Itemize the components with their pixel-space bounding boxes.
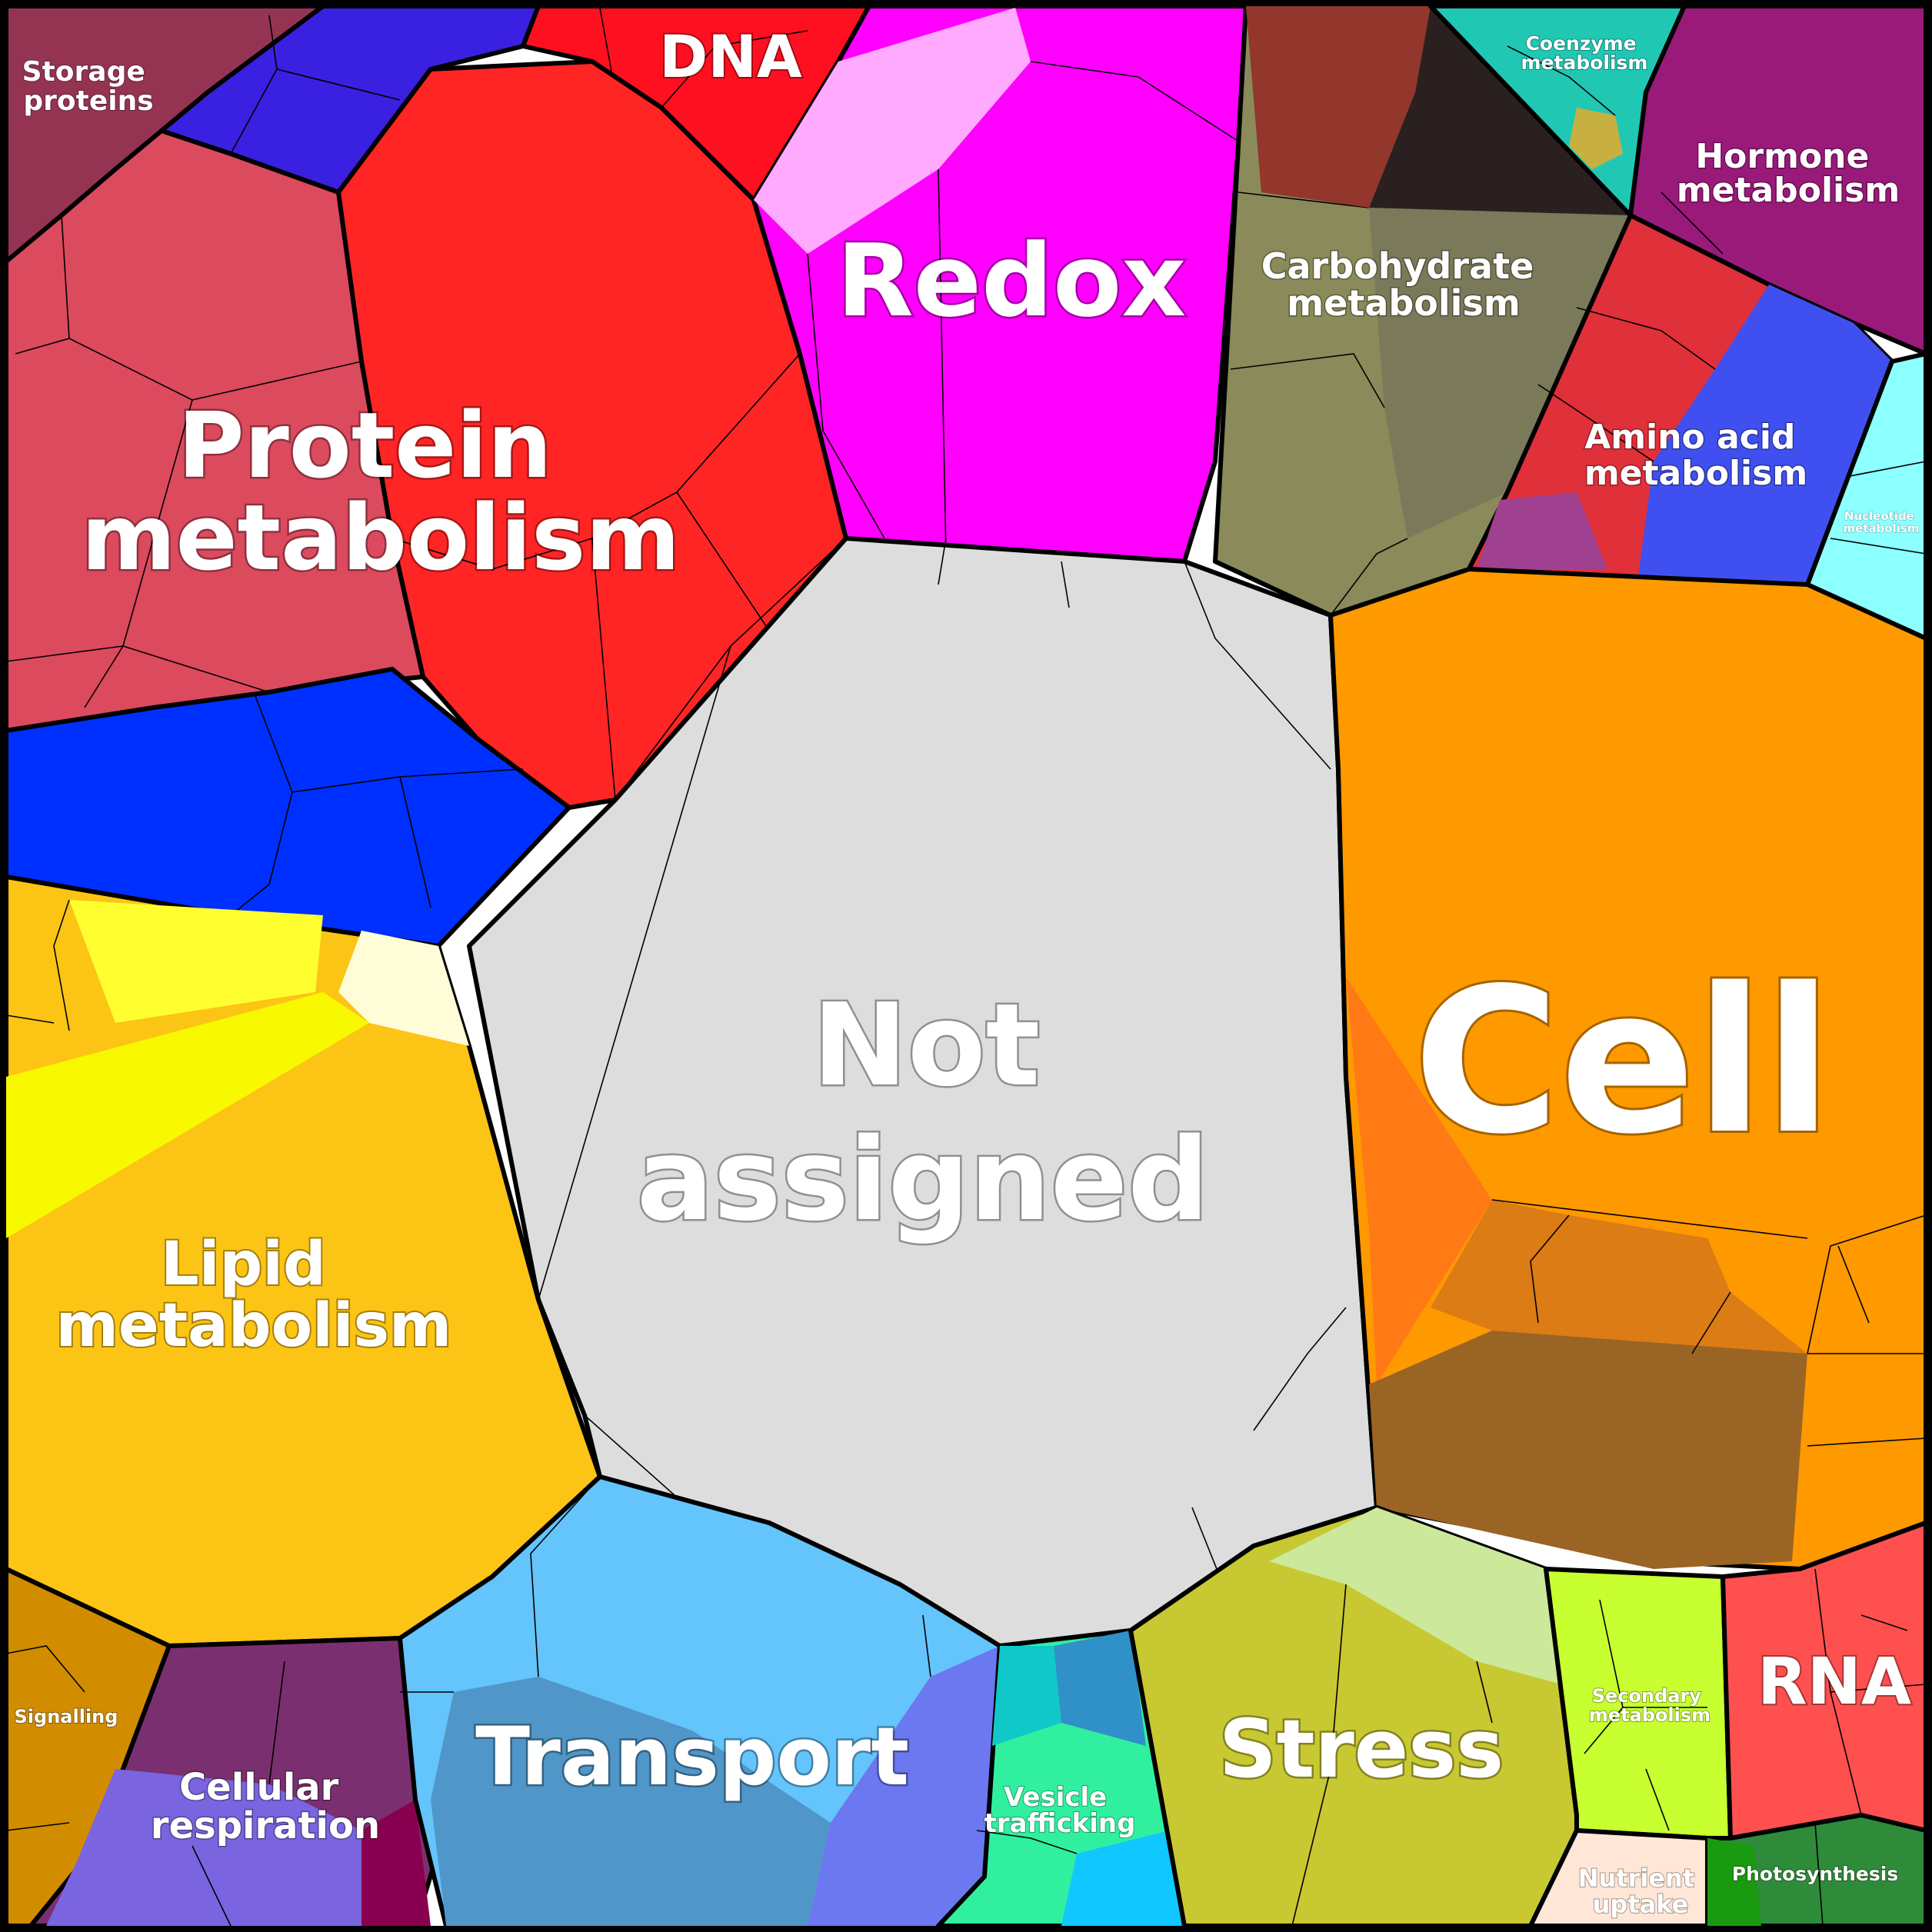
cell-vesicle-trafficking[interactable] [936, 1628, 1187, 1928]
label-transport: Transport [475, 1710, 909, 1804]
label-nutrient-uptake: Nutrient uptake [1578, 1864, 1704, 1919]
label-secondary-metabolism: Secondary metabolism [1589, 1685, 1710, 1726]
label-photosynthesis: Photosynthesis [1732, 1863, 1898, 1885]
label-signalling: Signalling [15, 1706, 118, 1727]
label-amino-acid-metabolism: Amino acid metabolism [1584, 418, 1807, 493]
label-not-assigned: Not assigned [637, 979, 1209, 1246]
cell-secondary-metabolism[interactable] [1544, 1567, 1733, 1840]
label-nucleotide-metabolism: Nucleotide metabolism [1844, 509, 1920, 535]
label-dna: DNA [659, 22, 802, 91]
cell-carbohydrate-metabolism[interactable] [1213, 4, 1633, 618]
label-vesicle-trafficking: Vesicle trafficking [984, 1782, 1136, 1839]
cell-amino-acid-metabolism[interactable] [1467, 213, 1894, 587]
cell-lipid-metabolism[interactable] [4, 874, 602, 1648]
label-stress: Stress [1219, 1702, 1504, 1796]
label-cellular-respiration: Cellular respiration [151, 1766, 380, 1847]
label-hormone-metabolism: Hormone metabolism [1677, 137, 1900, 210]
label-storage-proteins: Storage proteins [22, 56, 155, 117]
cell-cellular-respiration[interactable] [28, 1636, 456, 1928]
label-lipid-metabolism: Lipid metabolism [56, 1230, 452, 1361]
label-protein-metabolism: Protein metabolism [82, 392, 681, 591]
label-carbohydrate-metabolism: Carbohydrate metabolism [1261, 245, 1547, 324]
cell-transport[interactable] [398, 1474, 1002, 1928]
label-coenzyme-metabolism: Coenzyme metabolism [1521, 32, 1648, 74]
cell-cell[interactable] [1328, 567, 1928, 1571]
label-redox: Redox [837, 222, 1187, 339]
cell-protein-metabolism-pink [4, 128, 425, 733]
label-cell: Cell [1413, 946, 1832, 1178]
label-rna: RNA [1757, 1644, 1911, 1719]
